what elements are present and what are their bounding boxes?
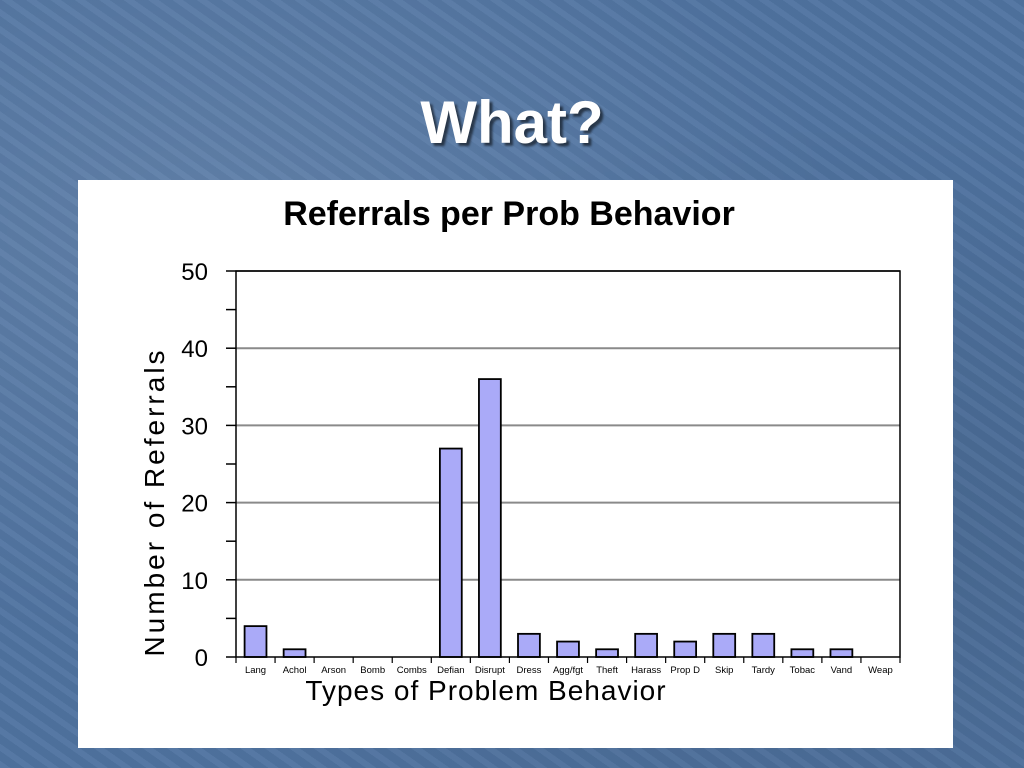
x-tick-label: Agg/fgt	[553, 665, 583, 676]
x-tick-label: Dress	[517, 665, 542, 676]
plot-frame	[235, 270, 901, 658]
bar-chart: Referrals per Prob Behavior 0 10 20 30 40 50 L…	[139, 195, 901, 706]
bar	[751, 632, 776, 658]
x-tick-label: Combs	[397, 665, 427, 676]
x-tick-label: Lang	[245, 665, 266, 676]
bar	[478, 378, 502, 658]
x-tick-label: Arson	[321, 665, 346, 676]
y-tick-label: 20	[181, 491, 208, 518]
x-tick-label: Tardy	[752, 665, 775, 676]
bar	[595, 648, 619, 658]
x-tick-label: Disrupt	[475, 665, 505, 676]
y-tick-label: 40	[181, 336, 208, 363]
y-axis-label: Number of Referrals	[139, 347, 170, 656]
bar	[790, 648, 815, 658]
slide-title: What?	[420, 89, 604, 156]
x-tick-label: Bomb	[360, 665, 385, 676]
x-tick-label: Tobac	[790, 665, 816, 676]
x-tick-label: Achol	[283, 665, 307, 676]
chart-panel: Referrals per Prob Behavior 0 10 20 30 40 50 L…	[78, 180, 953, 748]
bar	[634, 632, 658, 658]
x-tick-label: Vand	[831, 665, 852, 676]
bar	[712, 632, 737, 658]
bar	[673, 640, 698, 658]
x-tick-label: Prop D	[670, 665, 700, 676]
x-tick-label: Skip	[715, 665, 733, 676]
bar	[438, 447, 463, 658]
bar	[517, 632, 541, 658]
bar	[243, 625, 268, 658]
chart-title: Referrals per Prob Behavior	[283, 195, 735, 233]
bar	[282, 648, 307, 658]
x-tick-label: Harass	[631, 665, 661, 676]
y-tick-label: 0	[195, 645, 208, 672]
x-tick-label: Weap	[868, 665, 893, 676]
y-tick-label: 50	[181, 259, 208, 286]
y-tick-label: 30	[181, 413, 208, 440]
bar	[556, 640, 580, 658]
x-tick-label: Defian	[437, 665, 464, 676]
y-tick-label: 10	[181, 568, 208, 595]
x-tick-label: Theft	[596, 665, 618, 676]
bar	[829, 648, 854, 658]
x-axis-label: Types of Problem Behavior	[305, 675, 666, 706]
